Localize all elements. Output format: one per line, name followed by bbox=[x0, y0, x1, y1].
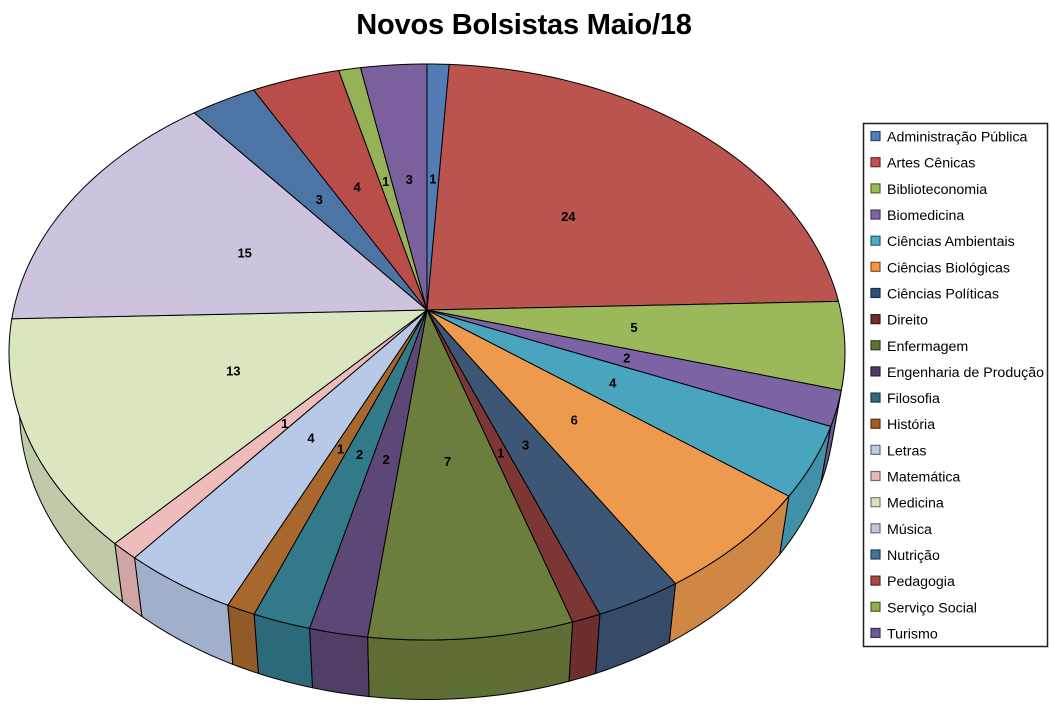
svg-text:1: 1 bbox=[281, 416, 288, 431]
svg-text:4: 4 bbox=[307, 430, 315, 445]
svg-text:Novos Bolsistas Maio/18: Novos Bolsistas Maio/18 bbox=[356, 9, 692, 41]
svg-text:Filosofia: Filosofia bbox=[887, 391, 940, 407]
svg-text:1: 1 bbox=[382, 174, 389, 189]
svg-text:Turismo: Turismo bbox=[887, 626, 938, 642]
svg-text:24: 24 bbox=[561, 209, 576, 224]
svg-text:Nutrição: Nutrição bbox=[887, 548, 940, 564]
svg-text:Artes Cênicas: Artes Cênicas bbox=[887, 156, 975, 172]
svg-text:Letras: Letras bbox=[887, 443, 926, 459]
svg-text:Pedagogia: Pedagogia bbox=[887, 574, 955, 590]
svg-text:3: 3 bbox=[316, 192, 323, 207]
svg-text:1: 1 bbox=[337, 442, 344, 457]
svg-text:Ciências Políticas: Ciências Políticas bbox=[887, 286, 999, 302]
svg-text:15: 15 bbox=[237, 245, 251, 260]
svg-text:2: 2 bbox=[623, 351, 630, 366]
svg-text:Enfermagem: Enfermagem bbox=[887, 339, 968, 355]
svg-text:3: 3 bbox=[406, 172, 413, 187]
svg-text:Ciências Biológicas: Ciências Biológicas bbox=[887, 260, 1010, 276]
svg-text:6: 6 bbox=[571, 413, 578, 428]
svg-text:4: 4 bbox=[353, 180, 361, 195]
svg-text:1: 1 bbox=[429, 171, 436, 186]
svg-text:4: 4 bbox=[609, 376, 617, 391]
svg-text:Biblioteconomia: Biblioteconomia bbox=[887, 182, 987, 198]
svg-text:Medicina: Medicina bbox=[887, 496, 944, 512]
svg-text:História: História bbox=[887, 417, 935, 433]
svg-text:Engenharia de Produção: Engenharia de Produção bbox=[887, 365, 1044, 381]
svg-text:5: 5 bbox=[630, 320, 637, 335]
svg-text:Música: Música bbox=[887, 522, 932, 538]
svg-text:Biomedicina: Biomedicina bbox=[887, 208, 964, 224]
svg-text:3: 3 bbox=[522, 438, 529, 453]
svg-text:7: 7 bbox=[444, 454, 451, 469]
svg-text:Ciências Ambientais: Ciências Ambientais bbox=[887, 234, 1015, 250]
svg-text:Matemática: Matemática bbox=[887, 470, 960, 486]
svg-text:Direito: Direito bbox=[887, 313, 928, 329]
svg-text:Serviço Social: Serviço Social bbox=[887, 600, 977, 616]
svg-text:2: 2 bbox=[382, 452, 389, 467]
svg-text:13: 13 bbox=[226, 363, 240, 378]
svg-text:Administração Pública: Administração Pública bbox=[887, 130, 1027, 146]
svg-text:1: 1 bbox=[497, 445, 504, 460]
svg-text:2: 2 bbox=[356, 447, 363, 462]
